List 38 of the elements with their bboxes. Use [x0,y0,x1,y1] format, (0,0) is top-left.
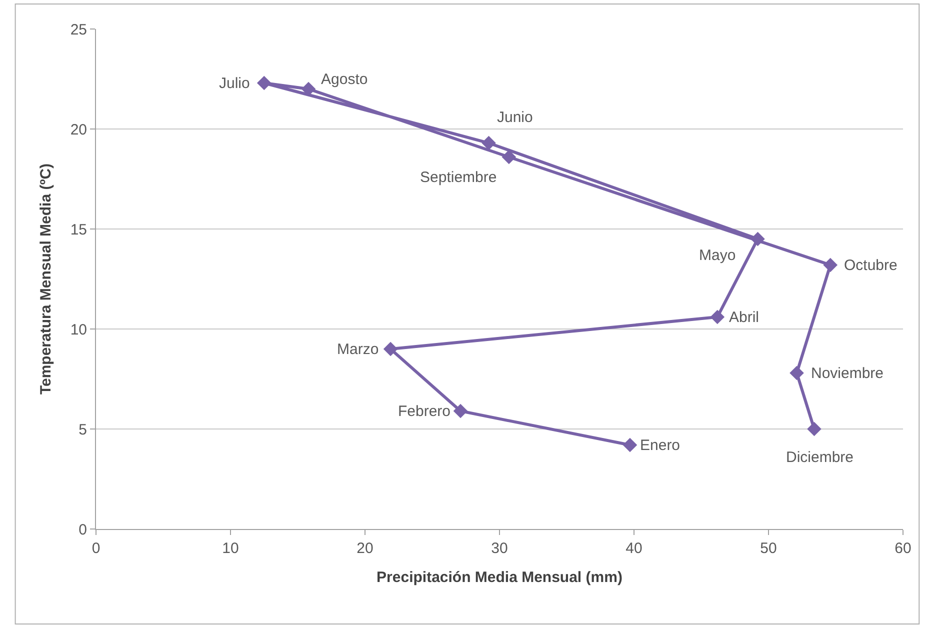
point [807,422,822,436]
point [482,136,496,150]
x-tick-label: 60 [894,540,912,557]
y-axis-title: Temperatura Mensual Media (ºC) [38,163,55,395]
annotation: Enero [640,437,680,454]
annotation: Septiembre [420,169,497,186]
annotation: Noviembre [811,365,884,382]
x-tick-label: 0 [92,540,100,557]
annotation: Diciembre [786,449,854,466]
x-tick-label: 50 [760,540,777,557]
annotation: Mayo [699,247,736,264]
point [823,258,838,272]
annotation: Marzo [337,341,379,358]
y-tick-label: 20 [70,121,87,138]
annotation: Abril [729,309,760,326]
point [383,342,398,356]
point [453,404,468,418]
x-tick-label: 10 [222,540,239,557]
point [502,150,516,164]
x-axis-title: Precipitación Media Mensual (mm) [376,569,622,586]
point [750,232,765,246]
annotation: Agosto [321,71,368,88]
annotation: Julio [219,75,250,92]
annotation: Junio [497,109,533,126]
y-tick-label: 15 [70,221,87,238]
x-tick-label: 30 [491,540,508,557]
point [622,438,638,452]
y-tick-label: 25 [70,21,87,38]
x-tick-label: 40 [626,540,642,557]
y-tick-label: 10 [70,321,87,338]
point [710,310,725,324]
annotation: Febrero [398,403,451,420]
x-tick-label: 20 [356,540,374,557]
y-tick-label: 5 [78,421,87,438]
annotation: Octubre [844,257,898,274]
point [256,76,272,90]
point [790,366,804,380]
y-tick-label: 0 [78,521,87,538]
